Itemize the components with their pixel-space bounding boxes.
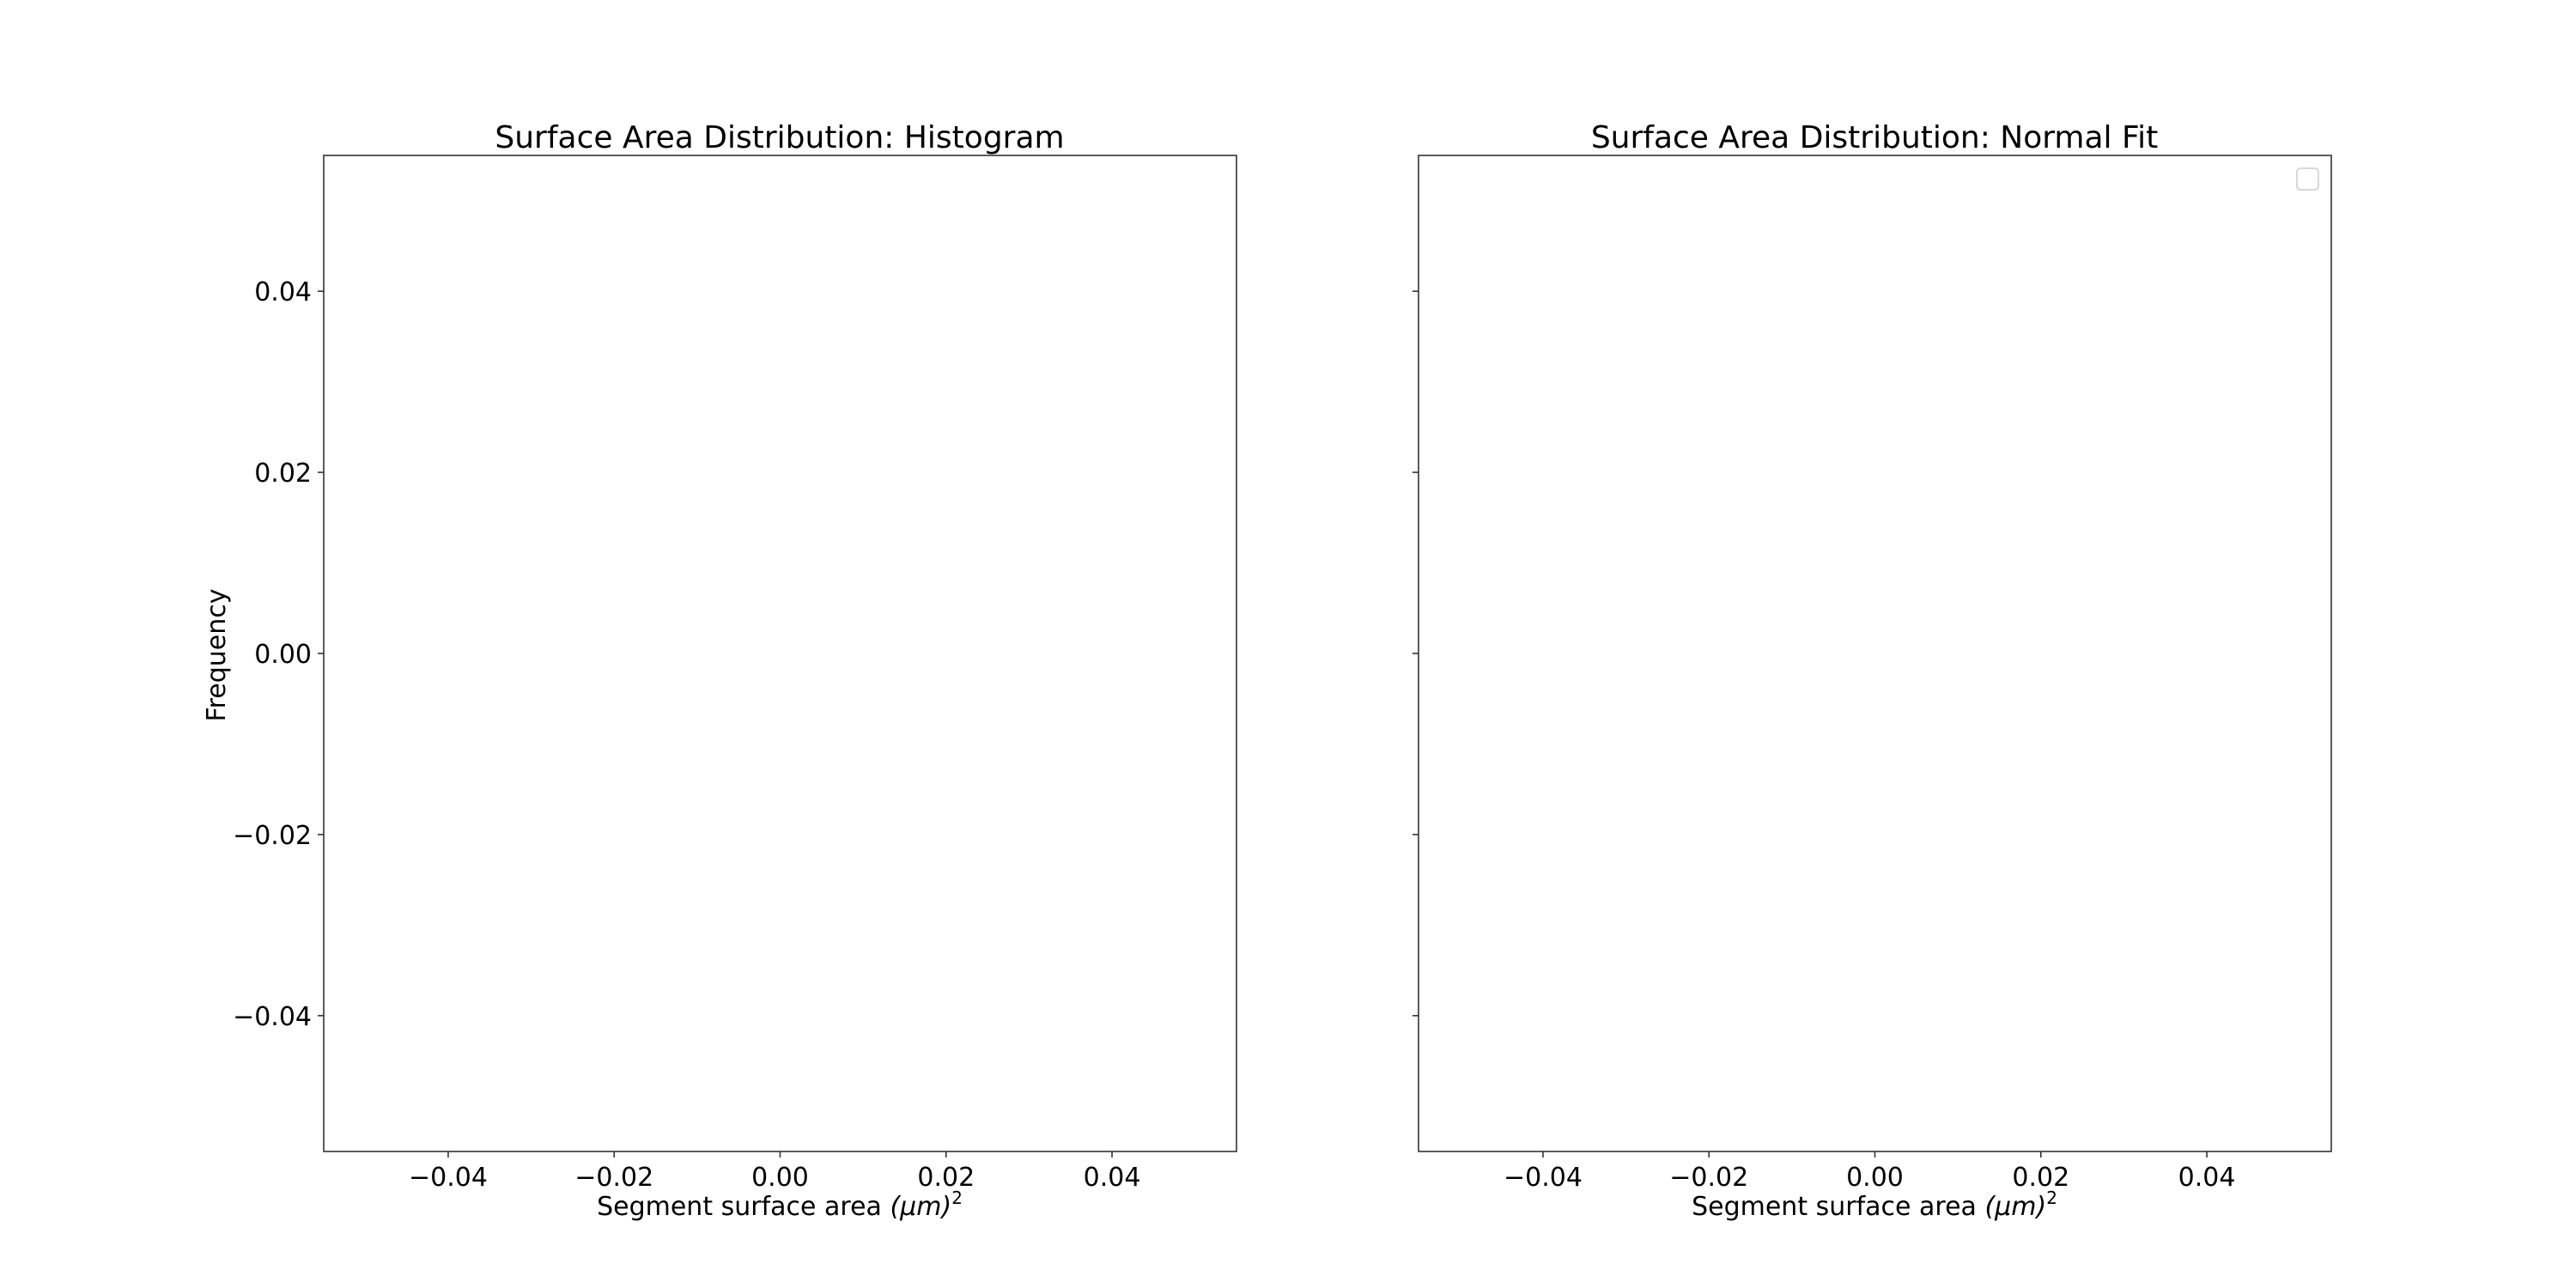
histogram-x-axis-label: Segment surface area (μm)2 [597,1188,963,1222]
y-tick-label: 0.00 [254,640,312,670]
histogram-y-ticks: 0.04 0.02 0.00 −0.02 −0.04 [233,277,324,1032]
normal-fit-y-ticks [1413,290,1419,1017]
x-tick-label: −0.04 [409,1163,488,1193]
x-tick-label: 0.00 [751,1163,809,1193]
normal-fit-title: Surface Area Distribution: Normal Fit [1591,120,2158,155]
y-tick-label: 0.02 [254,459,312,489]
y-tick-label: 0.04 [254,277,312,307]
normal-fit-axes: Surface Area Distribution: Normal Fit −0… [1413,120,2332,1222]
x-tick-label: 0.02 [2012,1163,2069,1193]
legend-box [2296,167,2319,191]
y-tick-label: −0.04 [233,1002,312,1032]
x-tick-label: −0.04 [1504,1163,1583,1193]
normal-fit-x-axis-label: Segment surface area (μm)2 [1692,1188,2057,1222]
x-tick-label: −0.02 [1669,1163,1748,1193]
histogram-y-axis-label: Frequency [202,589,232,722]
histogram-x-ticks: −0.04 −0.02 0.00 0.02 0.04 [409,1151,1140,1193]
histogram-axes: Surface Area Distribution: Histogram −0.… [202,120,1237,1222]
normal-fit-x-ticks: −0.04 −0.02 0.00 0.02 0.04 [1504,1151,2235,1193]
x-tick-label: 0.04 [1084,1163,1141,1193]
x-tick-label: 0.00 [1846,1163,1904,1193]
x-tick-label: 0.02 [917,1163,975,1193]
histogram-title: Surface Area Distribution: Histogram [495,120,1064,155]
y-tick-label: −0.02 [233,821,312,851]
x-tick-label: 0.04 [2178,1163,2236,1193]
x-tick-label: −0.02 [574,1163,653,1193]
